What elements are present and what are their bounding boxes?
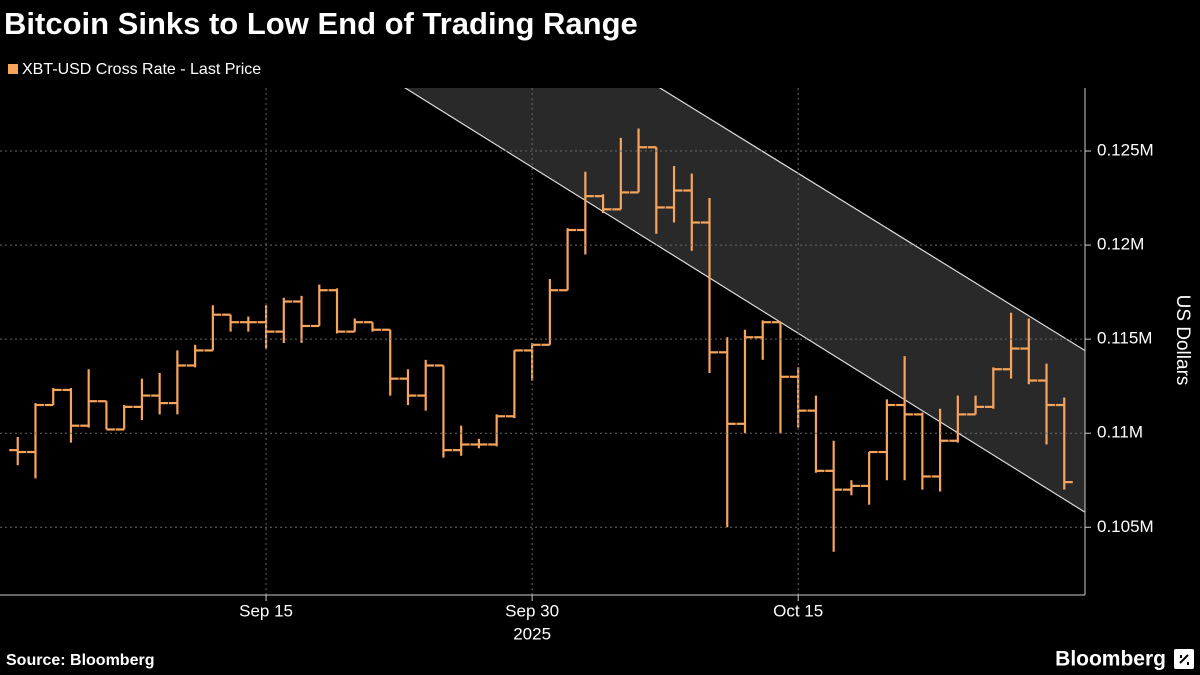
legend-label: XBT-USD Cross Rate - Last Price [22,61,261,78]
y-tick-label: 0.115M [1097,329,1152,348]
y-tick-label: 0.105M [1097,517,1154,536]
x-tick-label: Sep 30 [505,601,559,620]
source: Source: Bloomberg [6,652,154,669]
x-tick-label: Sep 15 [239,601,293,620]
x-tick-label: Oct 15 [773,601,823,620]
y-tick-label: 0.12M [1097,235,1144,254]
plot-area [9,88,1085,552]
logo-glyph [1179,654,1189,665]
chart-title: Bitcoin Sinks to Low End of Trading Rang… [4,6,638,41]
y-tick-label: 0.125M [1097,141,1154,160]
y-axis-label: US Dollars [1172,295,1193,386]
x-year-label: 2025 [513,624,551,643]
channel-line [404,88,1085,513]
channel-line [658,88,1085,352]
y-tick-label: 0.11M [1097,423,1143,442]
logo: Bloomberg [1055,648,1166,671]
legend-swatch [8,64,18,74]
